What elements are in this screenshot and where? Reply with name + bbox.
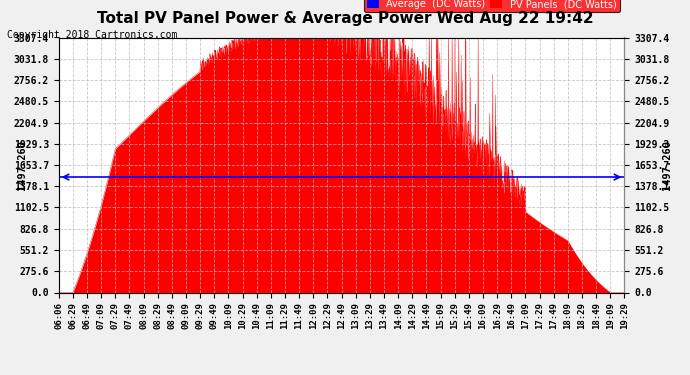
Text: 1497.260: 1497.260 <box>17 140 27 190</box>
Text: 1497.260: 1497.260 <box>662 140 672 190</box>
Text: Total PV Panel Power & Average Power Wed Aug 22 19:42: Total PV Panel Power & Average Power Wed… <box>97 11 593 26</box>
Legend: Average  (DC Watts), PV Panels  (DC Watts): Average (DC Watts), PV Panels (DC Watts) <box>364 0 620 12</box>
Text: Copyright 2018 Cartronics.com: Copyright 2018 Cartronics.com <box>7 30 177 40</box>
